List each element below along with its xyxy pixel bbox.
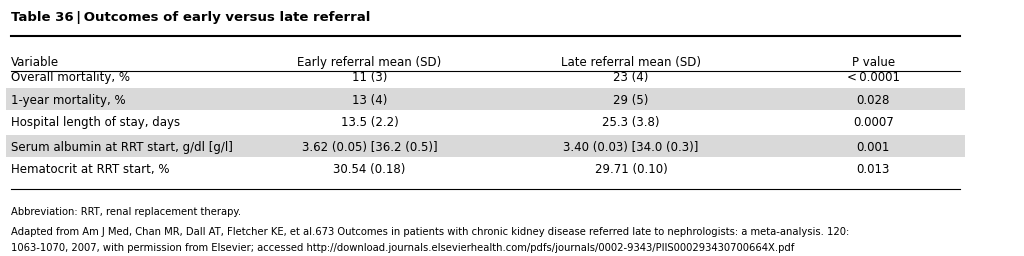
Text: 1063-1070, 2007, with permission from Elsevier; accessed http://download.journal: 1063-1070, 2007, with permission from El… [11,243,795,253]
Text: 13 (4): 13 (4) [352,94,387,106]
Text: 29 (5): 29 (5) [613,94,648,106]
Text: Abbreviation: RRT, renal replacement therapy.: Abbreviation: RRT, renal replacement the… [11,207,242,217]
Text: 0.013: 0.013 [856,163,890,176]
Text: 11 (3): 11 (3) [352,71,387,84]
Text: Serum albumin at RRT start, g/dl [g/l]: Serum albumin at RRT start, g/dl [g/l] [11,141,232,154]
Text: Early referral mean (SD): Early referral mean (SD) [297,56,441,69]
Text: < 0.0001: < 0.0001 [847,71,900,84]
Text: 13.5 (2.2): 13.5 (2.2) [341,116,398,129]
Text: 23 (4): 23 (4) [613,71,648,84]
Text: Late referral mean (SD): Late referral mean (SD) [561,56,701,69]
Text: 1-year mortality, %: 1-year mortality, % [11,94,126,106]
Text: 25.3 (3.8): 25.3 (3.8) [602,116,659,129]
FancyBboxPatch shape [6,88,966,110]
Text: Hematocrit at RRT start, %: Hematocrit at RRT start, % [11,163,170,176]
Text: Adapted from Am J Med, Chan MR, Dall AT, Fletcher KE, et al.673 Outcomes in pati: Adapted from Am J Med, Chan MR, Dall AT,… [11,227,849,237]
Text: Overall mortality, %: Overall mortality, % [11,71,130,84]
Text: 30.54 (0.18): 30.54 (0.18) [333,163,406,176]
FancyBboxPatch shape [6,135,966,157]
Text: 0.0007: 0.0007 [853,116,894,129]
Text: Hospital length of stay, days: Hospital length of stay, days [11,116,180,129]
Text: Table 36 | Outcomes of early versus late referral: Table 36 | Outcomes of early versus late… [11,11,371,24]
Text: 3.40 (0.03) [34.0 (0.3)]: 3.40 (0.03) [34.0 (0.3)] [563,141,698,154]
Text: Variable: Variable [11,56,59,69]
Text: P value: P value [852,56,895,69]
Text: 3.62 (0.05) [36.2 (0.5)]: 3.62 (0.05) [36.2 (0.5)] [302,141,437,154]
Text: 0.001: 0.001 [856,141,890,154]
Text: 0.028: 0.028 [856,94,890,106]
Text: 29.71 (0.10): 29.71 (0.10) [595,163,668,176]
